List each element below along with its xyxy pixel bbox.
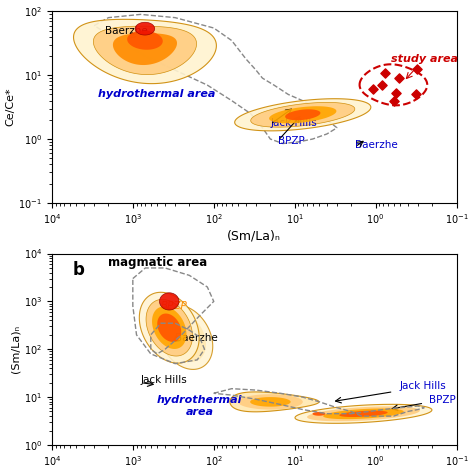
Text: Jack Hills: Jack Hills <box>141 374 187 385</box>
Text: b: b <box>73 261 85 279</box>
Point <box>395 74 402 82</box>
Polygon shape <box>339 410 388 417</box>
Polygon shape <box>139 292 199 363</box>
Point <box>381 69 389 77</box>
Polygon shape <box>73 19 216 83</box>
Text: Baerzhe: Baerzhe <box>105 26 148 36</box>
Polygon shape <box>251 102 355 127</box>
Polygon shape <box>93 26 197 74</box>
Y-axis label: (Sm/La)ₙ: (Sm/La)ₙ <box>11 325 21 374</box>
X-axis label: (Sm/La)ₙ: (Sm/La)ₙ <box>227 229 281 242</box>
Polygon shape <box>158 305 213 369</box>
Polygon shape <box>152 307 186 349</box>
Text: study area: study area <box>391 54 458 64</box>
Polygon shape <box>307 406 420 421</box>
Point <box>369 86 376 93</box>
Polygon shape <box>135 22 155 35</box>
Polygon shape <box>269 106 337 123</box>
Polygon shape <box>127 31 163 50</box>
Text: hydrothermal area: hydrothermal area <box>99 90 216 100</box>
Polygon shape <box>285 109 320 120</box>
Point <box>390 98 398 105</box>
Text: Jack Hills: Jack Hills <box>400 381 447 391</box>
Point <box>392 89 400 97</box>
Polygon shape <box>295 404 432 423</box>
Text: Jack Hills: Jack Hills <box>270 118 317 128</box>
Text: magmatic area: magmatic area <box>109 256 208 269</box>
Text: Baerzhe: Baerzhe <box>175 333 218 343</box>
Polygon shape <box>250 397 291 407</box>
Polygon shape <box>165 313 206 362</box>
Polygon shape <box>238 394 303 410</box>
Text: BPZP: BPZP <box>278 136 305 146</box>
Point <box>413 65 420 73</box>
Polygon shape <box>230 392 319 412</box>
Point <box>378 81 386 89</box>
Polygon shape <box>323 409 404 419</box>
Y-axis label: Ce/Ce*: Ce/Ce* <box>6 88 16 127</box>
Polygon shape <box>235 99 371 131</box>
Text: Baerzhe: Baerzhe <box>355 140 398 150</box>
Text: BPZP: BPZP <box>161 301 188 311</box>
Polygon shape <box>146 300 192 356</box>
Polygon shape <box>312 412 326 416</box>
Polygon shape <box>113 33 177 65</box>
Text: BPZP: BPZP <box>429 395 456 405</box>
Text: hydrothermal
area: hydrothermal area <box>157 395 242 417</box>
Polygon shape <box>160 293 179 310</box>
Polygon shape <box>157 313 181 342</box>
Point <box>412 90 420 98</box>
